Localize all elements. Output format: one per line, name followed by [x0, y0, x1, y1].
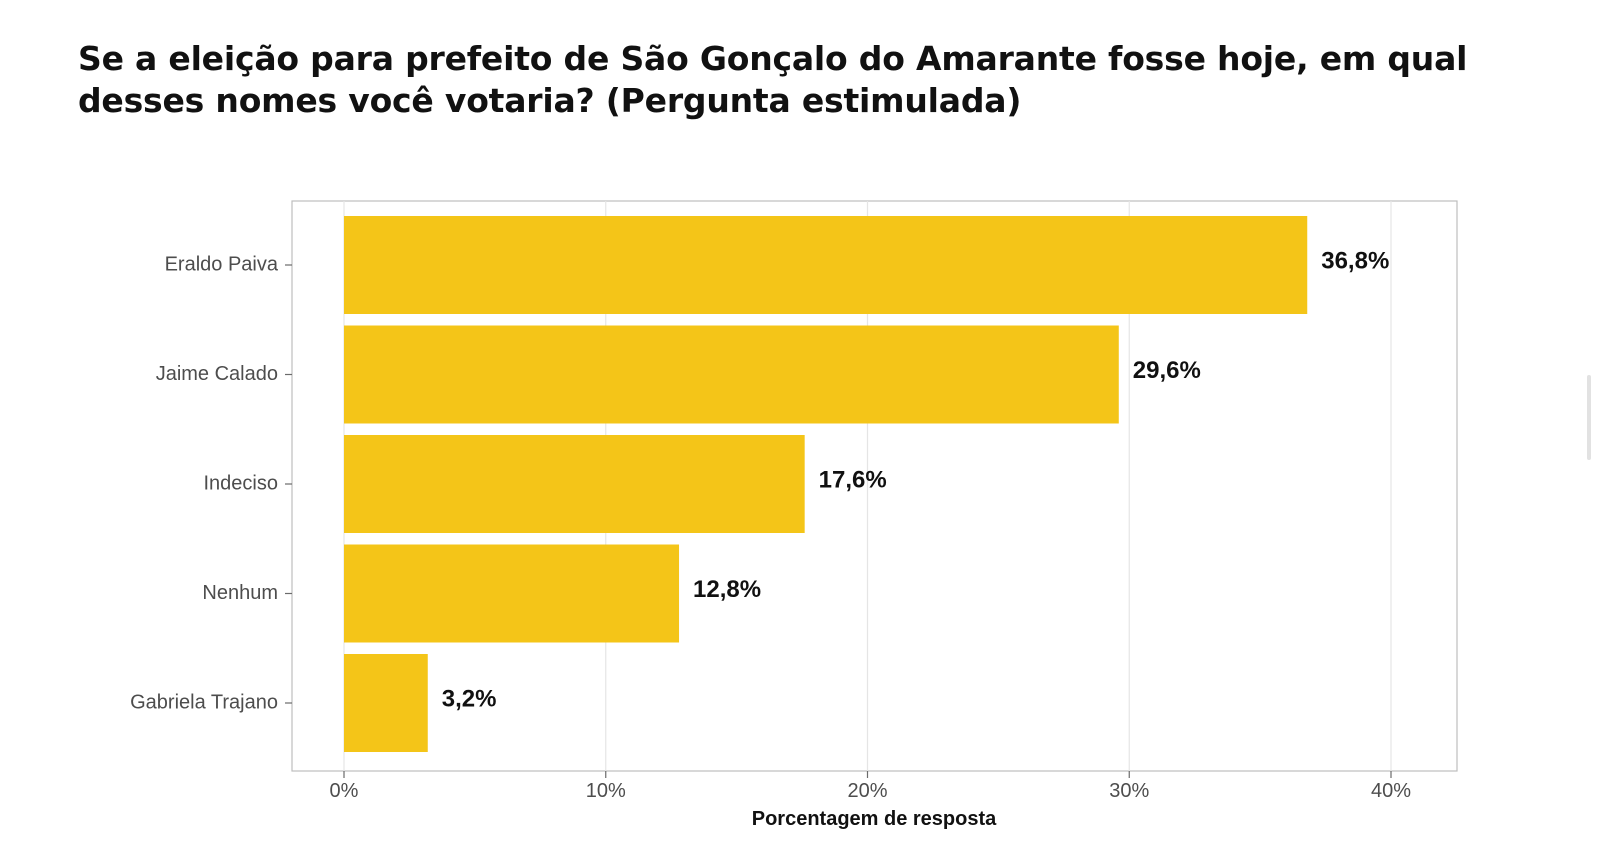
x-tick-label: 0%	[330, 780, 359, 802]
bar	[344, 325, 1119, 424]
x-axis: 0% 10% 20% 30% 40%	[330, 771, 1411, 802]
x-tick-label: 40%	[1371, 780, 1411, 802]
value-label: 3,2%	[442, 685, 497, 712]
bar	[344, 654, 428, 752]
x-tick-label: 30%	[1109, 780, 1149, 802]
category-label: Gabriela Trajano	[130, 691, 278, 713]
value-label: 36,8%	[1321, 247, 1389, 274]
bar	[344, 216, 1308, 314]
category-label: Eraldo Paiva	[165, 253, 279, 275]
category-label: Jaime Calado	[156, 363, 278, 385]
category-label: Nenhum	[202, 582, 278, 604]
value-label: 12,8%	[693, 576, 761, 603]
x-axis-title: Porcentagem de resposta	[752, 808, 997, 830]
chart-title: Se a eleição para prefeito de São Gonçal…	[78, 39, 1468, 120]
y-axis: Eraldo Paiva Jaime Calado Indeciso Nenhum Ga…	[130, 253, 292, 713]
x-tick-label: 20%	[847, 780, 887, 802]
scrollbar[interactable]	[1587, 375, 1591, 460]
bars	[344, 216, 1308, 752]
bar	[344, 544, 680, 643]
category-label: Indeciso	[204, 472, 279, 494]
x-tick-label: 10%	[586, 780, 626, 802]
bar	[344, 435, 805, 533]
value-label: 29,6%	[1133, 357, 1201, 384]
value-label: 17,6%	[819, 466, 887, 493]
value-labels: 36,8% 29,6% 17,6% 12,8% 3,2%	[442, 247, 1390, 712]
